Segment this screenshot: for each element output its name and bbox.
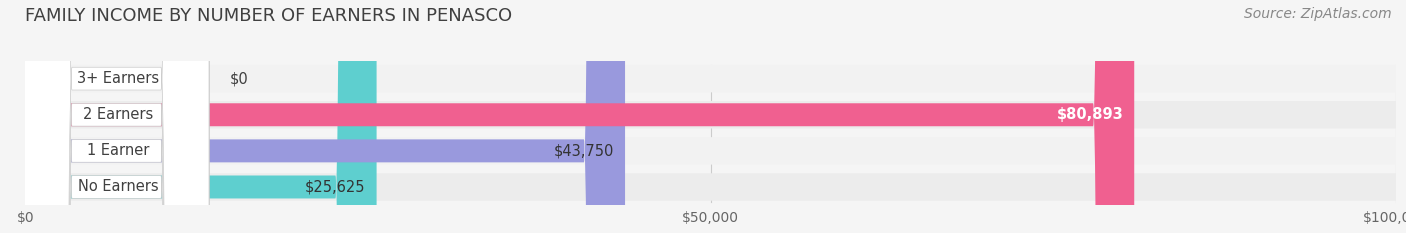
Text: 2 Earners: 2 Earners xyxy=(83,107,153,122)
Text: No Earners: No Earners xyxy=(77,179,157,195)
FancyBboxPatch shape xyxy=(24,0,209,233)
FancyBboxPatch shape xyxy=(24,0,209,233)
FancyBboxPatch shape xyxy=(25,137,1396,164)
Text: Source: ZipAtlas.com: Source: ZipAtlas.com xyxy=(1244,7,1392,21)
FancyBboxPatch shape xyxy=(25,67,30,90)
Text: FAMILY INCOME BY NUMBER OF EARNERS IN PENASCO: FAMILY INCOME BY NUMBER OF EARNERS IN PE… xyxy=(25,7,512,25)
FancyBboxPatch shape xyxy=(25,0,626,233)
FancyBboxPatch shape xyxy=(25,0,1135,233)
FancyBboxPatch shape xyxy=(25,101,1396,128)
FancyBboxPatch shape xyxy=(25,65,1396,92)
Text: 1 Earner: 1 Earner xyxy=(87,143,149,158)
FancyBboxPatch shape xyxy=(25,173,1396,201)
FancyBboxPatch shape xyxy=(24,0,209,233)
Text: 3+ Earners: 3+ Earners xyxy=(77,71,159,86)
Text: $43,750: $43,750 xyxy=(554,143,614,158)
Text: $80,893: $80,893 xyxy=(1056,107,1123,122)
Text: $25,625: $25,625 xyxy=(305,179,366,195)
Text: $0: $0 xyxy=(229,71,249,86)
FancyBboxPatch shape xyxy=(24,0,209,233)
FancyBboxPatch shape xyxy=(25,0,377,233)
